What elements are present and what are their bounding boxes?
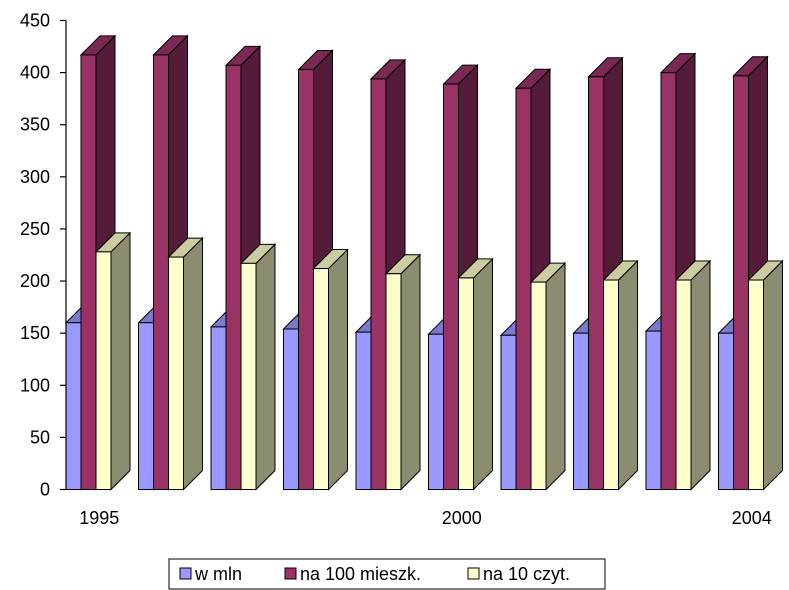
bar-front-face (385, 273, 402, 491)
bar-front-face (138, 322, 154, 490)
bar-front-face (718, 332, 734, 490)
bar-side-face (618, 259, 638, 491)
bar-group-1999 (354, 58, 422, 491)
bar-side-face (400, 253, 421, 491)
bar-front-face (573, 332, 589, 490)
bar-group-2002 (572, 56, 639, 491)
bar-group-1997 (209, 45, 277, 491)
bar-group-2001 (499, 68, 567, 491)
y-tick-label: 350 (20, 115, 50, 135)
bar-3-2001 (529, 261, 567, 491)
bar-3-1997 (239, 243, 277, 491)
bar-3-2003 (674, 259, 712, 491)
bar-front-face (603, 279, 619, 490)
legend: w mln na 100 mieszk. na 10 czyt. (168, 558, 606, 590)
bar-group-2004 (717, 55, 784, 491)
bar-front-face (458, 277, 474, 490)
bar-front-face (515, 87, 532, 490)
bar-front-face (370, 78, 387, 490)
legend-item-3: na 10 czyt. (467, 564, 570, 584)
legend-label: na 10 czyt. (483, 564, 570, 584)
bar-side-face (183, 236, 203, 491)
bar-front-face (153, 54, 169, 490)
legend-label: na 100 mieszk. (300, 564, 421, 584)
legend-swatch (179, 567, 192, 580)
y-tick-label: 0 (40, 480, 50, 500)
bar-front-face (675, 279, 692, 490)
y-tick-label: 150 (20, 323, 50, 343)
bar-side-face (545, 261, 566, 491)
bar-front-face (500, 334, 517, 490)
bar-side-face (763, 259, 783, 491)
y-tick-label: 300 (20, 167, 50, 187)
bar-group-2003 (644, 52, 712, 491)
bar-side-face (473, 257, 493, 491)
bar-group-1996 (137, 34, 204, 491)
bar-front-face (95, 251, 112, 490)
bar-front-face (210, 326, 227, 490)
legend-label: w mln (194, 564, 242, 584)
bar-3-2004 (747, 259, 784, 491)
bar-3-1996 (167, 236, 204, 491)
bar-front-face (283, 328, 299, 490)
y-tick-label: 250 (20, 219, 50, 239)
bar-front-face (313, 268, 329, 490)
bar-3-1995 (94, 231, 132, 491)
legend-box (168, 558, 606, 590)
x-tick-label-1995: 1995 (79, 508, 119, 528)
bar-3-1999 (384, 253, 422, 491)
bar-front-face (748, 279, 764, 490)
bar-front-face (588, 76, 604, 490)
bar-front-face (355, 331, 372, 490)
x-tick-label-2000: 2000 (442, 508, 482, 528)
legend-item-2: na 100 mieszk. (284, 564, 421, 584)
bar-group-1995 (64, 34, 132, 491)
bar-front-face (443, 83, 459, 490)
bar-front-face (225, 64, 242, 490)
y-tick-label: 200 (20, 271, 50, 291)
bar-side-face (328, 248, 348, 491)
bar-front-face (298, 68, 314, 491)
bar-3-2000 (457, 257, 494, 491)
bar-front-face (660, 72, 677, 490)
bar-front-face (240, 262, 257, 490)
y-tick-label: 50 (30, 427, 50, 447)
bar-front-face (733, 75, 749, 490)
axes-layer: 0 50 100 150 200 250 300 350 400 450 1995 2000 2004 (20, 11, 772, 529)
bars-layer (64, 34, 784, 491)
bar-side-face (690, 259, 711, 491)
bar-front-face (530, 281, 547, 490)
y-tick-label: 100 (20, 375, 50, 395)
bar-front-face (80, 54, 97, 490)
bar-front-face (65, 322, 82, 490)
bar-3-2002 (602, 259, 639, 491)
bar-side-face (110, 231, 131, 491)
legend-item-1: w mln (179, 564, 242, 584)
bar-group-2000 (427, 63, 494, 491)
bar-front-face (168, 256, 184, 490)
bar-front-face (645, 330, 662, 490)
x-tick-label-2004: 2004 (732, 508, 772, 528)
legend-swatch (284, 567, 297, 580)
y-tick-label: 400 (20, 63, 50, 83)
bar-side-face (255, 243, 276, 491)
bar-group-1998 (282, 49, 349, 491)
y-tick-label: 450 (20, 11, 50, 31)
bar-front-face (428, 333, 444, 490)
bar-3-1998 (312, 248, 349, 491)
legend-swatch (467, 567, 480, 580)
